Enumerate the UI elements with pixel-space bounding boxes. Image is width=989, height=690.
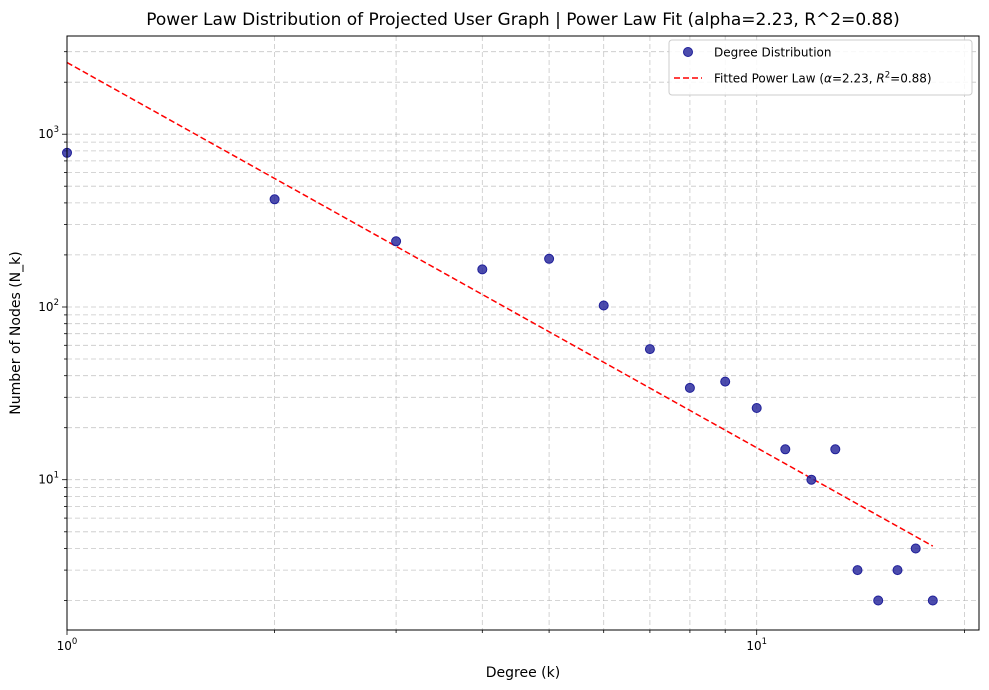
data-point [391, 236, 402, 247]
scatter-points [62, 147, 938, 606]
data-point [477, 264, 488, 275]
grid [66, 36, 979, 630]
x-tick-exponent: 1 [762, 637, 767, 647]
y-tick-exponent: 1 [54, 471, 59, 481]
legend-box [668, 39, 973, 96]
legend: Degree Distribution Fitted Power Law (α=… [668, 39, 973, 96]
x-axis-label: Degree (k) [486, 665, 560, 681]
x-tick-exponent: 0 [72, 637, 77, 647]
legend-fit-prefix: Fitted Power Law ( [714, 72, 824, 86]
data-point [910, 543, 921, 554]
data-point [927, 595, 938, 606]
legend-scatter-label: Degree Distribution [714, 46, 832, 60]
y-tick-label: 102 [38, 298, 59, 314]
chart-title: Power Law Distribution of Projected User… [146, 10, 900, 30]
x-tick-base: 10 [746, 639, 761, 653]
data-point [269, 194, 280, 205]
y-tick-base: 10 [38, 127, 53, 141]
data-point [644, 344, 655, 355]
x-tick-label: 100 [57, 637, 78, 653]
y-tick-base: 10 [38, 300, 53, 314]
y-tick-label: 103 [38, 125, 59, 141]
y-tick-exponent: 2 [54, 298, 59, 308]
legend-fit-r-symbol: R [876, 72, 884, 86]
data-point [780, 444, 791, 455]
legend-fit-alpha-value: =2.23, [832, 72, 876, 86]
legend-fit-suffix: =0.88) [890, 72, 931, 86]
plot-frame [66, 35, 980, 631]
data-point [684, 382, 695, 393]
y-axis-label: Number of Nodes (N_k) [8, 251, 24, 414]
data-point [598, 300, 609, 311]
fit-line [66, 61, 934, 547]
legend-fit-label: Fitted Power Law (α=2.23, R2=0.88) [714, 71, 932, 86]
y-tick-base: 10 [38, 473, 53, 487]
data-point [830, 444, 841, 455]
data-point [873, 595, 884, 606]
x-tick-base: 10 [57, 639, 72, 653]
legend-fit-alpha-symbol: α [824, 72, 832, 86]
data-point [806, 474, 817, 485]
data-point [892, 565, 903, 576]
legend-scatter-marker [683, 47, 693, 57]
fit-line-group [66, 61, 934, 547]
data-point [544, 253, 555, 264]
data-point [720, 376, 731, 387]
y-tick-label: 101 [38, 471, 59, 487]
legend-fit-r-superscript: 2 [885, 71, 890, 81]
data-point [852, 565, 863, 576]
data-point [751, 403, 762, 413]
x-tick-label: 101 [746, 637, 767, 653]
y-tick-exponent: 3 [54, 125, 59, 135]
